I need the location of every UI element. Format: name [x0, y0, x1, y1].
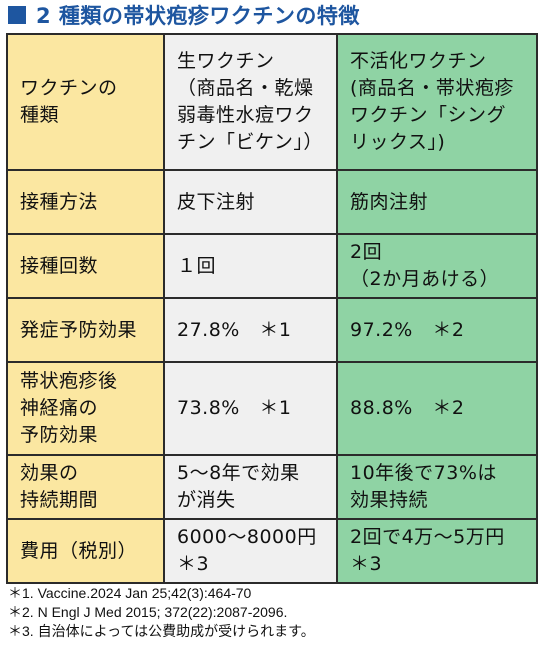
table-row-vaccine-type: ワクチンの 種類 生ワクチン （商品名・乾燥 弱毒性水痘ワク チン「ビケン」） … [6, 33, 538, 171]
live-vaccine-cell: 生ワクチン （商品名・乾燥 弱毒性水痘ワク チン「ビケン」） [163, 33, 338, 171]
row-label: 効果の 持続期間 [20, 462, 99, 511]
row-label-cell: 接種回数 [6, 233, 165, 299]
footnote-1: ＊1. Vaccine.2024 Jan 25;42(3):464-70 [8, 585, 252, 601]
live-vaccine-cell: 27.8% ＊1 [163, 297, 338, 363]
recombinant-vaccine-value: 2回で4万～5万円 ＊3 [350, 526, 505, 575]
live-vaccine-cell: 73.8% ＊1 [163, 361, 338, 456]
row-label: 接種方法 [20, 190, 99, 213]
page-title: 2 種類の帯状疱疹ワクチンの特徴 [36, 4, 360, 28]
recombinant-vaccine-value: 97.2% ＊2 [350, 318, 465, 341]
row-label: 接種回数 [20, 254, 99, 277]
square-bullet-icon [8, 6, 26, 24]
live-vaccine-value: １回 [177, 254, 217, 277]
live-vaccine-value: 5～8年で効果 が消失 [177, 462, 300, 511]
live-vaccine-value: 皮下注射 [177, 190, 256, 213]
row-label-cell: 効果の 持続期間 [6, 454, 165, 520]
recombinant-vaccine-value: 10年後で73%は 効果持続 [350, 462, 497, 511]
table-row-cost: 費用（税別） 6000～8000円 ＊3 2回で4万～5万円 ＊3 [6, 518, 538, 584]
live-vaccine-value: 73.8% ＊1 [177, 397, 292, 419]
recombinant-vaccine-cell: 10年後で73%は 効果持続 [336, 454, 538, 520]
recombinant-vaccine-cell: 不活化ワクチン (商品名・帯状疱疹 ワクチン「シング リックス」) [336, 33, 538, 171]
live-vaccine-cell: 6000～8000円 ＊3 [163, 518, 338, 584]
vaccine-comparison-table: ワクチンの 種類 生ワクチン （商品名・乾燥 弱毒性水痘ワク チン「ビケン」） … [6, 33, 538, 584]
row-label: ワクチンの 種類 [20, 77, 118, 126]
recombinant-vaccine-cell: 97.2% ＊2 [336, 297, 538, 363]
recombinant-vaccine-value: 88.8% ＊2 [350, 397, 465, 419]
live-vaccine-cell: 5～8年で効果 が消失 [163, 454, 338, 520]
recombinant-vaccine-value: 2回 （2か月あける） [350, 241, 500, 290]
recombinant-vaccine-value: 不活化ワクチン (商品名・帯状疱疹 ワクチン「シング リックス」) [350, 50, 514, 153]
table-row-duration: 効果の 持続期間 5～8年で効果 が消失 10年後で73%は 効果持続 [6, 454, 538, 520]
recombinant-vaccine-cell: 88.8% ＊2 [336, 361, 538, 456]
footnotes: ＊1. Vaccine.2024 Jan 25;42(3):464-70 ＊2.… [8, 584, 538, 641]
live-vaccine-value: 生ワクチン （商品名・乾燥 弱毒性水痘ワク チン「ビケン」） [177, 50, 323, 153]
table-row-injection-method: 接種方法 皮下注射 筋肉注射 [6, 169, 538, 235]
recombinant-vaccine-cell: 筋肉注射 [336, 169, 538, 235]
page-title-bar: 2 種類の帯状疱疹ワクチンの特徴 [0, 0, 543, 30]
row-label-cell: 接種方法 [6, 169, 165, 235]
recombinant-vaccine-cell: 2回で4万～5万円 ＊3 [336, 518, 538, 584]
recombinant-vaccine-value: 筋肉注射 [350, 190, 429, 213]
live-vaccine-value: 27.8% ＊1 [177, 318, 292, 341]
footnote-3: ＊3. 自治体によっては公費助成が受けられます。 [8, 623, 315, 639]
footnote-2: ＊2. N Engl J Med 2015; 372(22):2087-2096… [8, 604, 288, 620]
row-label-cell: 費用（税別） [6, 518, 165, 584]
row-label-cell: 発症予防効果 [6, 297, 165, 363]
recombinant-vaccine-cell: 2回 （2か月あける） [336, 233, 538, 299]
row-label-cell: ワクチンの 種類 [6, 33, 165, 171]
live-vaccine-cell: 皮下注射 [163, 169, 338, 235]
row-label: 帯状疱疹後 神経痛の 予防効果 [20, 370, 118, 446]
table-row-prevention-efficacy: 発症予防効果 27.8% ＊1 97.2% ＊2 [6, 297, 538, 363]
live-vaccine-value: 6000～8000円 ＊3 [177, 526, 317, 575]
row-label: 発症予防効果 [20, 318, 138, 341]
live-vaccine-cell: １回 [163, 233, 338, 299]
table-row-dose-count: 接種回数 １回 2回 （2か月あける） [6, 233, 538, 299]
row-label: 費用（税別） [20, 539, 138, 562]
row-label-cell: 帯状疱疹後 神経痛の 予防効果 [6, 361, 165, 456]
table-row-phn-prevention: 帯状疱疹後 神経痛の 予防効果 73.8% ＊1 88.8% ＊2 [6, 361, 538, 456]
